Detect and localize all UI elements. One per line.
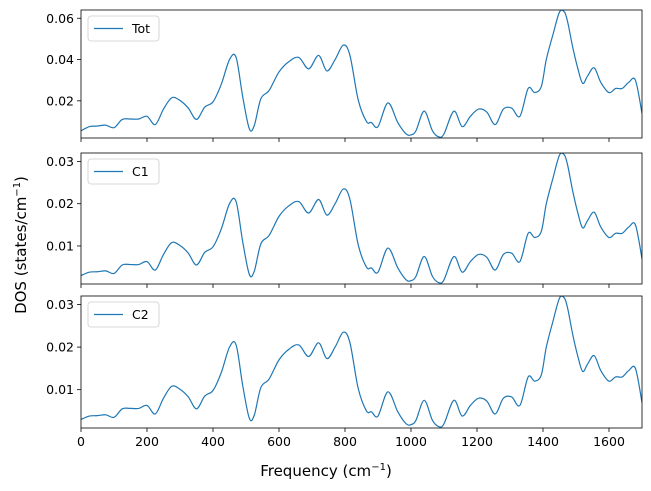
x-tick-label: 400 [201,434,225,449]
plot-frame [80,152,643,285]
plot-frame [80,9,643,139]
x-tick-label: 1400 [527,434,559,449]
panel-tot: 0.02 0.04 0.06 Tot [46,9,643,142]
y-tick-label: 0.02 [46,93,74,108]
x-tick-label: 200 [135,434,159,449]
y-tick-label: 0.03 [46,297,74,312]
legend: Tot [87,15,160,42]
legend-label: C2 [132,307,149,322]
panel-c1: 0.01 0.02 0.03 C1 [46,152,643,288]
series-line-c1 [81,153,642,284]
plot-frame [80,295,643,429]
legend-box [87,15,160,42]
y-tick-label: 0.01 [46,382,74,397]
x-axis-title: Frequency (cm−1) [260,462,392,480]
y-tick-label: 0.06 [46,11,74,26]
x-axis-title-tail: ) [386,462,392,480]
x-axis-title-text: Frequency (cm [260,462,371,480]
legend-box [87,158,160,185]
x-tick-label: 1600 [593,434,625,449]
x-tick-label: 800 [333,434,357,449]
panel-c2: 0.01 0.02 0.03 0 200 400 600 800 1000 1200 1400 160… [46,295,643,449]
y-axis-title-superscript: −1 [12,182,23,197]
y-axis-title: DOS (states/cm−1) [12,176,30,314]
y-tick-label: 0.02 [46,196,74,211]
x-tick-label: 1000 [395,434,427,449]
y-tick-label: 0.01 [46,238,74,253]
legend-label: C1 [132,164,149,179]
series-line-tot [81,10,642,138]
legend: C1 [87,158,160,185]
x-axis-title-superscript: −1 [371,462,386,473]
x-tick-label: 0 [77,434,85,449]
legend-box [87,301,160,328]
y-tick-label: 0.02 [46,340,74,355]
y-axis-title-tail: ) [12,176,30,182]
x-tick-label: 600 [267,434,291,449]
y-tick-label: 0.03 [46,154,74,169]
y-axis-title-text: DOS (states/cm [12,197,30,314]
y-tick-label: 0.04 [46,52,74,67]
legend-label: Tot [131,21,150,36]
series-line-c2 [81,296,642,428]
x-tick-label: 1200 [461,434,493,449]
legend: C2 [87,301,160,328]
